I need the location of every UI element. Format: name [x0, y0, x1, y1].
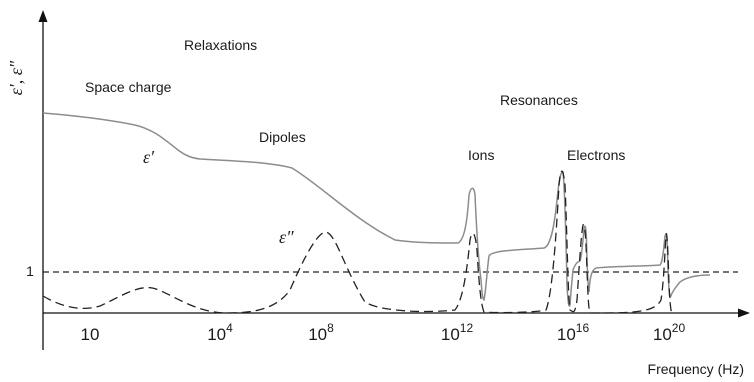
real-permittivity-curve: [42, 112, 711, 307]
resonances-label: Resonances: [500, 92, 578, 108]
x-axis-arrow: [738, 308, 750, 318]
x-tick-label: 1016: [557, 321, 590, 344]
relaxations-label: Relaxations: [184, 37, 257, 53]
imag-curve-label: ε″: [279, 227, 294, 247]
x-tick-labels: 10 104 108 1012 1016 1020: [81, 321, 686, 344]
x-tick-label: 1012: [441, 321, 474, 344]
x-axis-label: Frequency (Hz): [648, 361, 744, 377]
y-axis-arrow: [38, 10, 48, 22]
ions-label: Ions: [468, 147, 494, 163]
electrons-label: Electrons: [567, 147, 625, 163]
reference-label-1: 1: [26, 263, 34, 279]
x-tick-label: 104: [207, 321, 233, 344]
x-tick-label: 108: [308, 321, 334, 344]
y-axis-label: ε′, ε″: [6, 60, 26, 95]
x-tick-label: 10: [81, 325, 100, 344]
space-charge-label: Space charge: [85, 79, 172, 95]
loss-curve: [42, 170, 673, 314]
x-tick-label: 1020: [653, 321, 686, 344]
real-curve-label: ε′: [143, 147, 155, 167]
dipoles-label: Dipoles: [259, 129, 306, 145]
